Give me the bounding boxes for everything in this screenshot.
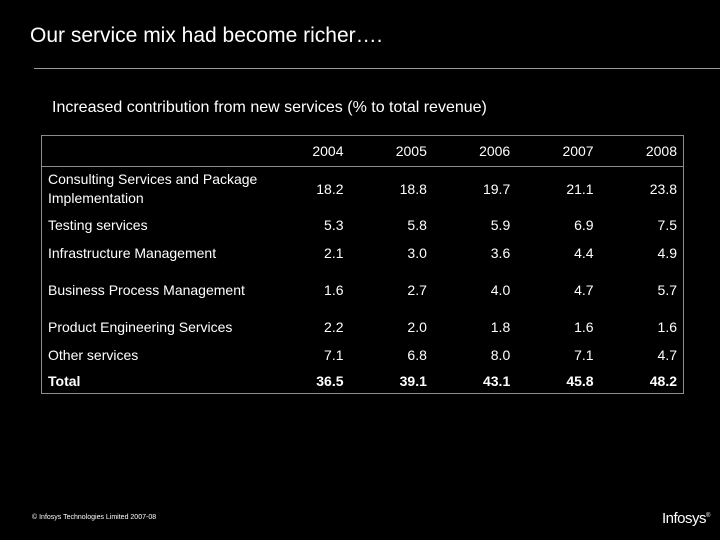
year-header: 2008	[599, 135, 684, 167]
table-row: Product Engineering Services 2.2 2.0 1.8…	[42, 313, 684, 341]
row-label: Other services	[48, 346, 139, 363]
title-divider	[34, 68, 720, 69]
cell-value: 2.1	[324, 245, 344, 261]
slide-title: Our service mix had become richer….	[30, 24, 383, 47]
total-value: 39.1	[399, 373, 427, 389]
cell-value: 4.9	[657, 245, 677, 261]
total-value: 43.1	[482, 373, 511, 389]
infosys-logo: Infosys®	[662, 510, 710, 527]
total-label: Total	[48, 372, 81, 389]
cell-value: 18.2	[316, 181, 344, 197]
row-label: Testing services	[48, 216, 148, 233]
row-label: Consulting Services and Package Implemen…	[48, 171, 258, 206]
row-label: Infrastructure Management	[48, 244, 217, 261]
cell-value: 2.2	[324, 319, 344, 335]
cell-value: 7.5	[657, 217, 677, 233]
table-row: Business Process Management 1.6 2.7 4.0 …	[42, 267, 684, 313]
cell-value: 4.0	[490, 282, 511, 298]
row-label: Product Engineering Services	[48, 318, 233, 335]
cell-value: 3.6	[490, 245, 511, 261]
table-row: Consulting Services and Package Implemen…	[42, 167, 684, 212]
cell-value: 5.3	[324, 217, 344, 233]
cell-value: 2.7	[407, 282, 427, 298]
registered-mark: ®	[706, 513, 710, 519]
total-value: 45.8	[566, 373, 594, 389]
row-label: Business Process Management	[48, 281, 245, 298]
cell-value: 7.1	[324, 347, 344, 363]
header-row: 2004 2005 2006 2007 2008	[41, 135, 684, 167]
cell-value: 1.6	[657, 319, 677, 335]
year-header: 2007	[516, 135, 600, 167]
cell-value: 19.7	[482, 181, 511, 197]
year-header: 2006	[432, 135, 517, 167]
cell-value: 4.7	[574, 282, 594, 298]
cell-value: 1.6	[574, 319, 594, 335]
logo-text: Infosys	[662, 510, 707, 527]
cell-value: 5.9	[490, 217, 511, 233]
year-header: 2004	[266, 135, 350, 167]
service-mix-table: 2004 2005 2006 2007 2008 Consulting Serv…	[41, 135, 684, 394]
header-blank-cell	[41, 135, 267, 167]
year-header: 2005	[349, 135, 433, 167]
cell-value: 21.1	[566, 181, 594, 197]
total-value: 48.2	[649, 373, 677, 389]
cell-value: 4.4	[574, 245, 594, 261]
cell-value: 7.1	[574, 347, 594, 363]
total-row: Total 36.5 39.1 43.1 45.8 48.2	[42, 369, 684, 394]
cell-value: 2.0	[407, 319, 427, 335]
total-value: 36.5	[316, 373, 344, 389]
cell-value: 1.6	[324, 282, 344, 298]
table-caption: Increased contribution from new services…	[52, 99, 487, 116]
table-row: Infrastructure Management 2.1 3.0 3.6 4.…	[42, 239, 684, 267]
cell-value: 6.9	[574, 217, 594, 233]
cell-value: 4.7	[657, 347, 677, 363]
cell-value: 8.0	[490, 347, 511, 363]
cell-value: 23.8	[649, 181, 677, 197]
cell-value: 3.0	[407, 245, 427, 261]
cell-value: 6.8	[407, 347, 427, 363]
cell-value: 18.8	[399, 181, 427, 197]
table-row: Other services 7.1 6.8 8.0 7.1 4.7	[42, 341, 684, 369]
cell-value: 5.8	[407, 217, 427, 233]
table-row: Testing services 5.3 5.8 5.9 6.9 7.5	[42, 211, 684, 239]
cell-value: 5.7	[657, 282, 677, 298]
cell-value: 1.8	[490, 319, 511, 335]
copyright-notice: © Infosys Technologies Limited 2007-08	[32, 514, 157, 521]
